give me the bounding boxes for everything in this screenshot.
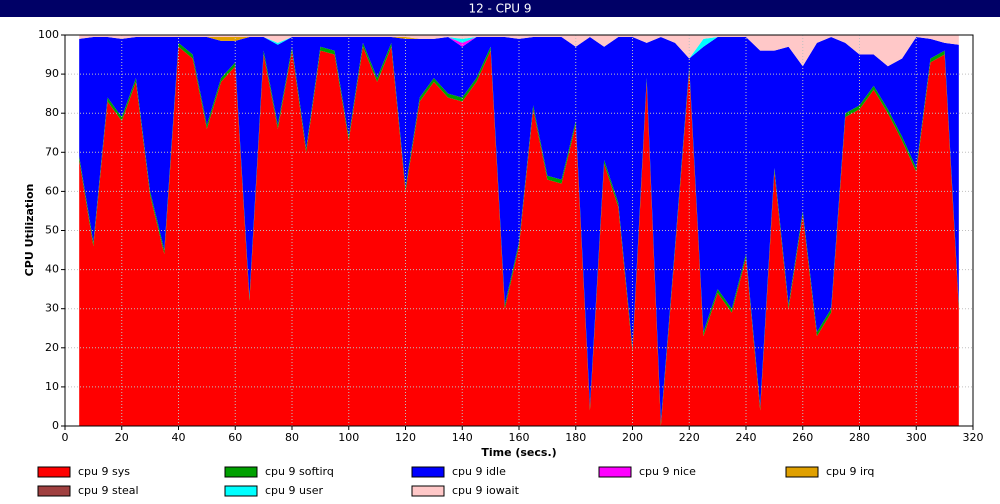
x-tick-label: 80 bbox=[285, 431, 299, 444]
legend-swatch bbox=[785, 466, 819, 478]
y-axis-label: CPU Utilization bbox=[23, 184, 36, 277]
y-tick-label: 100 bbox=[38, 28, 59, 41]
legend-swatch bbox=[224, 466, 258, 478]
y-tick-label: 30 bbox=[45, 302, 59, 315]
title-bar bbox=[0, 0, 1000, 17]
legend-label: cpu 9 user bbox=[265, 484, 323, 497]
plot-frame bbox=[64, 34, 974, 427]
y-tick-label: 90 bbox=[45, 67, 59, 80]
legend-swatch bbox=[598, 466, 632, 478]
x-tick-label: 180 bbox=[565, 431, 586, 444]
legend-swatch bbox=[224, 485, 258, 497]
y-tick-label: 20 bbox=[45, 341, 59, 354]
y-tick-label: 10 bbox=[45, 380, 59, 393]
legend-label: cpu 9 iowait bbox=[452, 484, 520, 497]
x-tick-label: 280 bbox=[849, 431, 870, 444]
x-tick-label: 20 bbox=[115, 431, 129, 444]
x-tick-label: 160 bbox=[509, 431, 530, 444]
x-tick-label: 100 bbox=[338, 431, 359, 444]
x-tick-label: 240 bbox=[736, 431, 757, 444]
x-tick-label: 140 bbox=[452, 431, 473, 444]
legend-label: cpu 9 sys bbox=[78, 465, 130, 478]
x-axis-label: Time (secs.) bbox=[481, 446, 556, 459]
y-tick-label: 70 bbox=[45, 145, 59, 158]
legend-label: cpu 9 idle bbox=[452, 465, 506, 478]
plot bbox=[64, 34, 974, 427]
x-tick-label: 260 bbox=[792, 431, 813, 444]
y-tick-label: 50 bbox=[45, 224, 59, 237]
y-tick-label: 60 bbox=[45, 184, 59, 197]
legend-label: cpu 9 nice bbox=[639, 465, 696, 478]
x-tick-label: 200 bbox=[622, 431, 643, 444]
y-tick-label: 0 bbox=[52, 419, 59, 432]
y-tick-label: 80 bbox=[45, 106, 59, 119]
x-tick-label: 0 bbox=[62, 431, 69, 444]
legend-label: cpu 9 softirq bbox=[265, 465, 334, 478]
legend-label: cpu 9 irq bbox=[826, 465, 874, 478]
x-tick-label: 300 bbox=[906, 431, 927, 444]
x-tick-label: 220 bbox=[679, 431, 700, 444]
legend-swatch bbox=[37, 466, 71, 478]
legend-swatch bbox=[411, 466, 445, 478]
legend-label: cpu 9 steal bbox=[78, 484, 139, 497]
area bbox=[79, 46, 959, 426]
y-tick-label: 40 bbox=[45, 263, 59, 276]
x-tick-label: 320 bbox=[963, 431, 984, 444]
legend-swatch bbox=[411, 485, 445, 497]
x-tick-label: 60 bbox=[228, 431, 242, 444]
x-tick-label: 120 bbox=[395, 431, 416, 444]
chart-title: 12 - CPU 9 bbox=[468, 2, 531, 16]
area bbox=[79, 36, 959, 423]
area bbox=[79, 35, 959, 67]
legend-swatch bbox=[37, 485, 71, 497]
x-tick-label: 40 bbox=[172, 431, 186, 444]
